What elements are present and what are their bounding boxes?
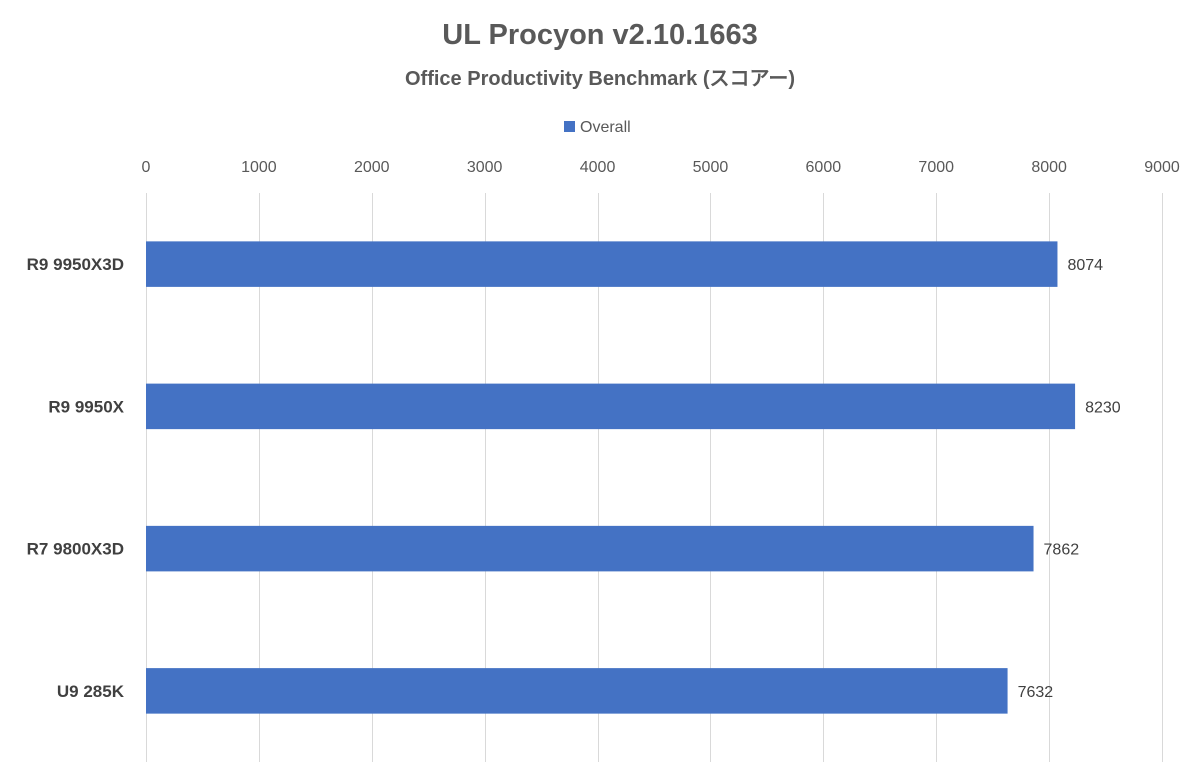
data-label-3: 7632 <box>1018 684 1054 701</box>
x-tick-label-3000: 3000 <box>467 159 503 176</box>
x-tick-label-2000: 2000 <box>354 159 390 176</box>
x-tick-label-6000: 6000 <box>806 159 842 176</box>
bar-3 <box>146 668 1008 714</box>
grid-layer <box>146 193 1163 762</box>
category-labels: R9 9950X3D R9 9950X R7 9800X3D U9 285K <box>27 255 125 701</box>
category-label-0: R9 9950X3D <box>27 255 124 274</box>
chart-subtitle: Office Productivity Benchmark (スコアー) <box>405 68 795 90</box>
x-tick-label-8000: 8000 <box>1031 159 1067 176</box>
x-tick-label-1000: 1000 <box>241 159 277 176</box>
data-label-1: 8230 <box>1085 399 1121 416</box>
category-label-3: U9 285K <box>57 682 125 701</box>
x-tick-label-5000: 5000 <box>693 159 729 176</box>
x-tick-label-4000: 4000 <box>580 159 616 176</box>
data-label-2: 7862 <box>1044 542 1080 559</box>
x-tick-label-0: 0 <box>142 159 151 176</box>
bar-0 <box>146 241 1058 287</box>
category-label-2: R7 9800X3D <box>27 540 124 559</box>
chart-title: UL Procyon v2.10.1663 <box>442 19 757 51</box>
bar-2 <box>146 525 1034 572</box>
legend-swatch-overall <box>564 121 575 132</box>
bars <box>146 241 1076 714</box>
x-axis-ticks: 0 1000 2000 3000 4000 5000 6000 7000 8000 9000 <box>142 159 1180 176</box>
data-labels: 8074 8230 7862 7632 <box>1018 257 1121 701</box>
legend: Overall <box>564 119 631 136</box>
data-label-0: 8074 <box>1067 257 1103 274</box>
category-label-1: R9 9950X <box>48 397 124 416</box>
legend-label-overall: Overall <box>580 119 631 136</box>
bar-1 <box>146 383 1076 430</box>
x-tick-label-9000: 9000 <box>1144 159 1180 176</box>
x-tick-label-7000: 7000 <box>918 159 954 176</box>
